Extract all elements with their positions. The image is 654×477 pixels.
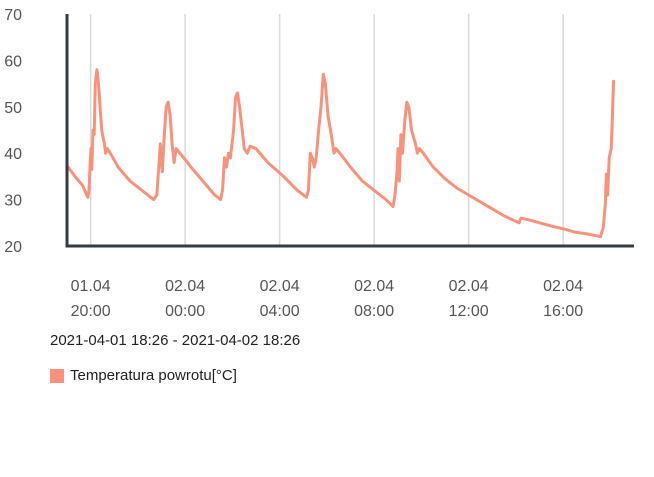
series-layer <box>66 68 615 239</box>
y-tick-60: 60 <box>4 53 22 70</box>
x-axis-ticks: 01.04 20:00 02.04 00:00 02.04 04:00 02.04 08:00… <box>71 278 584 320</box>
x-tick-date-4: 02.04 <box>449 278 489 295</box>
x-tick-date-3: 02.04 <box>354 278 394 295</box>
x-tick-hour-0: 20:00 <box>71 303 111 320</box>
date-range-label: 2021-04-01 18:26 - 2021-04-02 18:26 <box>50 332 301 349</box>
y-tick-20: 20 <box>4 239 22 256</box>
x-tick-date-1: 02.04 <box>165 278 205 295</box>
legend-swatch <box>50 368 64 383</box>
y-tick-70: 70 <box>4 7 22 24</box>
y-tick-30: 30 <box>4 193 22 210</box>
x-tick-hour-4: 12:00 <box>449 303 489 320</box>
legend-label: Temperatura powrotu[°C] <box>70 367 237 384</box>
x-tick-hour-1: 00:00 <box>165 303 205 320</box>
y-tick-50: 50 <box>4 100 22 117</box>
vertical-gridlines <box>89 14 564 246</box>
legend[interactable]: Temperatura powrotu[°C] <box>50 367 237 384</box>
x-tick-date-5: 02.04 <box>543 278 583 295</box>
y-axis-ticks: 20 30 40 50 60 70 <box>4 7 22 256</box>
temperature-line-chart: 20 30 40 50 60 70 01.04 20:00 02.04 00:00 02.04 04… <box>4 7 634 320</box>
series-line-0 <box>66 68 615 239</box>
x-tick-date-0: 01.04 <box>71 278 111 295</box>
x-tick-hour-3: 08:00 <box>354 303 394 320</box>
y-tick-40: 40 <box>4 146 22 163</box>
x-tick-hour-2: 04:00 <box>260 303 300 320</box>
x-tick-date-2: 02.04 <box>260 278 300 295</box>
x-tick-hour-5: 16:00 <box>543 303 583 320</box>
